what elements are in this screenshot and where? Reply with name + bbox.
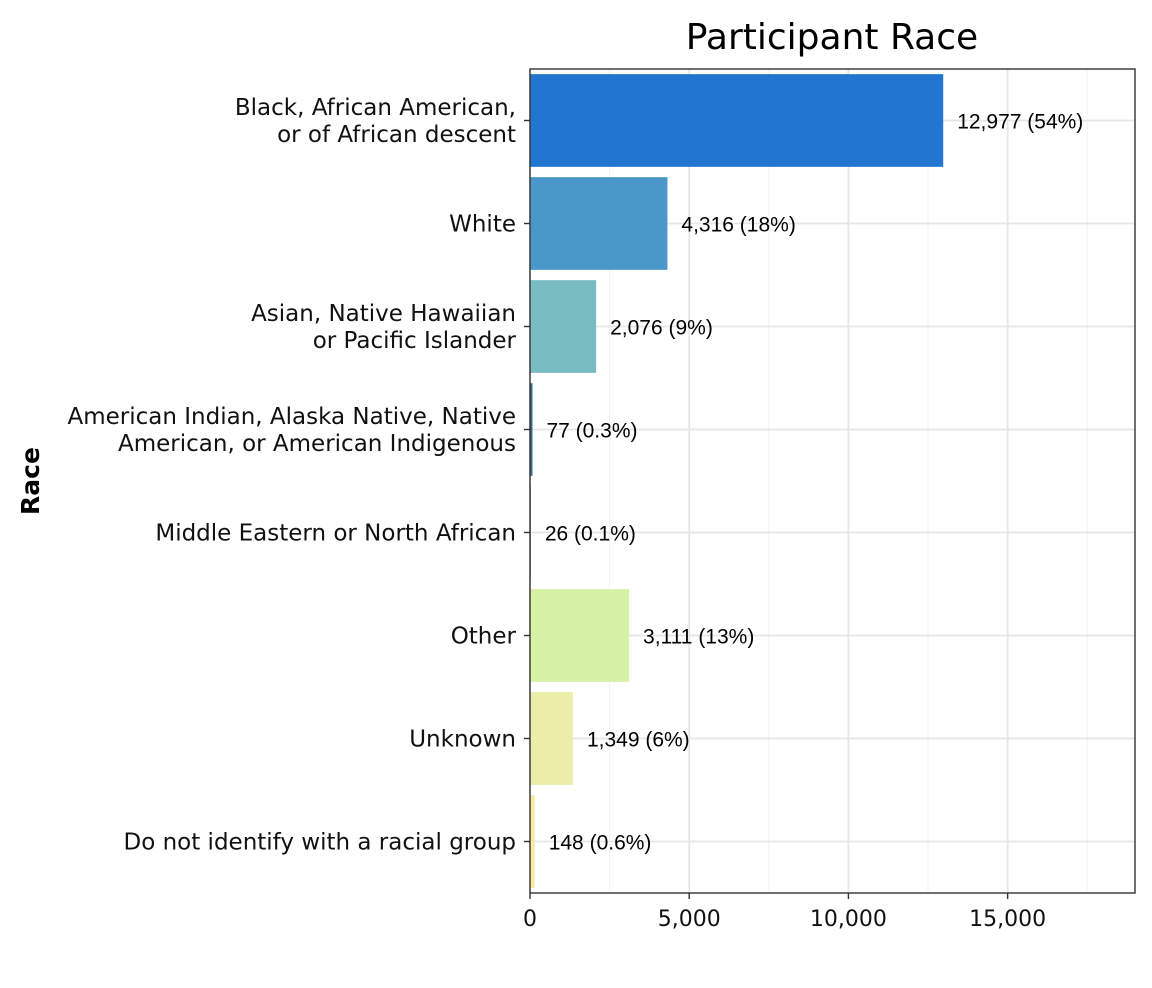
bar [530, 589, 630, 682]
bar [530, 74, 944, 167]
data-label: 3,111 (13%) [643, 626, 754, 649]
data-label: 148 (0.6%) [549, 832, 652, 855]
bar [530, 177, 668, 270]
y-tick-label: Do not identify with a racial group [123, 830, 516, 856]
y-tick-label: White [449, 212, 516, 238]
x-tick-label: 15,000 [969, 907, 1046, 932]
y-tick-label: Middle Eastern or North African [155, 521, 516, 547]
y-axis: Black, African American, or of African de… [68, 95, 530, 856]
chart-title: Participant Race [686, 17, 978, 58]
data-label: 26 (0.1%) [545, 523, 636, 546]
bar [530, 280, 597, 373]
plot-panel-border [529, 68, 1136, 894]
bar [530, 795, 535, 888]
x-tick-label: 5,000 [658, 907, 721, 932]
bar-series [530, 74, 944, 888]
x-tick-label: 0 [523, 907, 537, 932]
y-tick-label: Other [451, 624, 517, 650]
x-axis: 0 5,000 10,000 15,000 [523, 893, 1046, 932]
bar [530, 383, 533, 476]
x-tick-label: 10,000 [810, 907, 887, 932]
data-label: 12,977 (54%) [957, 111, 1083, 134]
data-label: 77 (0.3%) [546, 420, 637, 443]
y-tick-label: Black, African American, or of African de… [235, 95, 516, 148]
data-labels: 12,977 (54%) 4,316 (18%) 2,076 (9%) 77 (0.3… [545, 111, 1083, 855]
data-label: 2,076 (9%) [610, 317, 713, 340]
data-label: 4,316 (18%) [681, 214, 795, 237]
y-axis-title: Race [16, 447, 45, 515]
data-label: 1,349 (6%) [587, 729, 690, 752]
y-tick-label: Unknown [409, 727, 516, 753]
y-tick-label: American Indian, Alaska Native, Native Am… [68, 404, 517, 457]
y-tick-label: Asian, Native Hawaiian or Pacific Islande… [251, 301, 516, 354]
bar [530, 692, 573, 785]
